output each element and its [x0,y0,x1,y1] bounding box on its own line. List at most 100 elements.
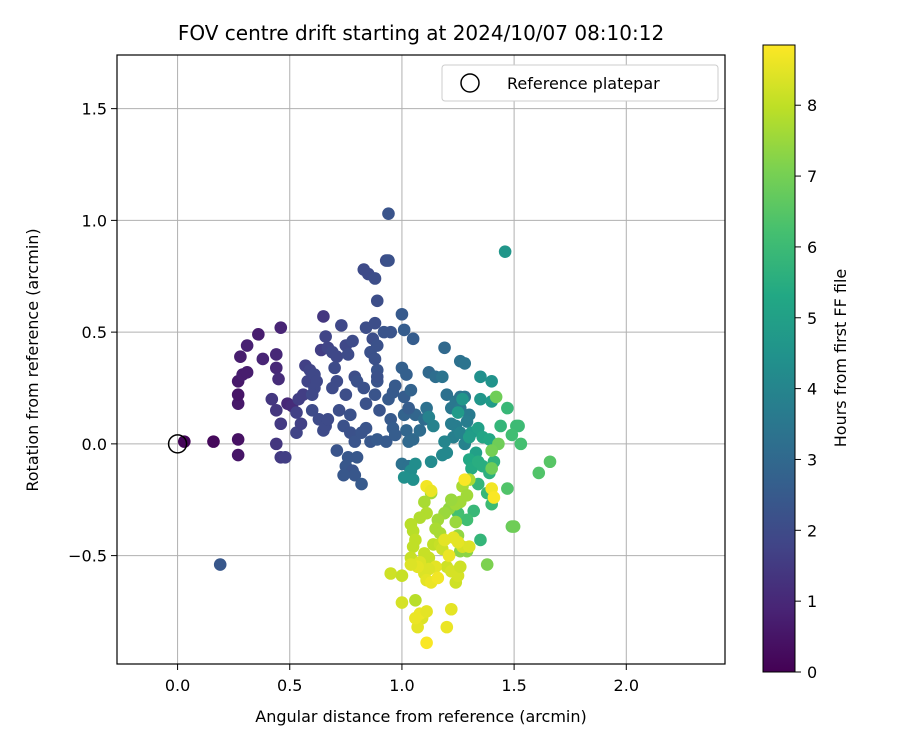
data-point [458,357,472,370]
data-point [442,549,456,562]
legend-marker-open-circle [460,73,480,93]
legend-box [441,64,719,102]
data-point [269,361,283,375]
data-point [384,567,398,580]
data-point [305,404,319,417]
colorbar-tick-label: 5 [807,309,817,328]
data-point [341,348,355,361]
data-point [294,417,308,431]
data-point [462,540,476,553]
data-point [444,493,458,507]
data-point [458,473,472,486]
data-point [456,392,469,406]
data-point [382,207,395,220]
data-point [474,370,487,384]
x-tick-label: 1.5 [501,676,526,695]
colorbar: 0 1 2 3 4 5 6 7 8 Hours from first FF file [762,44,850,682]
data-point [357,263,371,276]
data-point [436,370,449,384]
data-point [438,435,451,448]
data-point [485,374,498,388]
data-point [231,448,245,462]
data-point [370,294,384,308]
data-point [321,412,335,426]
colorbar-ticks: 0 1 2 3 4 5 6 7 8 [795,96,817,682]
data-point [296,388,310,401]
data-point [373,404,386,417]
data-point [501,482,514,495]
data-point [269,437,283,451]
data-point [444,417,458,431]
data-points [178,207,557,650]
data-point [213,558,227,571]
data-point [332,404,346,417]
colorbar-tick-label: 7 [807,167,817,186]
data-point [337,468,350,482]
data-point [440,388,454,401]
x-axis-label: Angular distance from reference (arcmin) [255,707,586,726]
data-point [265,392,279,406]
data-point [406,473,420,486]
data-point [357,381,371,395]
data-point [438,341,451,355]
data-point [402,401,415,415]
data-point [420,605,433,618]
data-point [498,245,512,258]
data-point [474,533,487,547]
colorbar-tick-label: 8 [807,96,817,115]
data-point [359,397,373,410]
data-point [395,596,409,609]
data-point [231,433,245,446]
data-point [406,540,420,553]
y-tick-label: 0.5 [82,323,107,342]
data-point [355,477,368,491]
data-point [409,594,422,607]
data-point [339,388,353,401]
chart-title: FOV centre drift starting at 2024/10/07 … [178,21,664,45]
data-point [514,437,528,451]
x-tick-label: 2.0 [614,676,639,695]
y-tick-label: 1.5 [82,100,107,119]
data-point [404,558,418,571]
data-point [413,511,427,524]
data-point [370,370,384,384]
reference-platepar-marker [167,434,188,454]
data-point [494,419,507,433]
data-point [368,316,382,330]
data-point [397,323,411,337]
colorbar-tick-label: 6 [807,238,817,257]
data-point [346,334,359,348]
data-point [269,348,283,361]
data-point [431,571,445,585]
data-point [370,433,384,446]
data-point [501,401,514,415]
data-point [252,328,265,341]
data-point [368,272,382,285]
data-point [305,388,319,401]
data-point [453,560,467,574]
y-tick-label: 0.0 [82,435,107,454]
colorbar-tick-label: 4 [807,380,817,399]
data-point [424,455,438,469]
data-point [178,435,191,448]
data-point [422,410,436,424]
colorbar-gradient [762,44,796,673]
data-point [231,388,245,401]
colorbar-tick-label: 1 [807,592,817,611]
x-axis-ticks: 0.0 0.5 1.0 1.5 2.0 [165,664,639,695]
data-point [404,383,418,397]
plot-area-frame [116,54,726,665]
data-point [485,444,498,457]
data-point [395,569,409,583]
data-point [234,350,247,364]
data-point [388,379,402,393]
data-point [274,321,288,334]
data-point [512,419,525,433]
data-point [310,374,323,388]
legend-label: Reference platepar [507,74,660,93]
data-point [460,488,474,502]
data-point [460,513,474,527]
data-point [388,428,402,442]
data-point [467,504,481,518]
data-point [424,484,438,498]
